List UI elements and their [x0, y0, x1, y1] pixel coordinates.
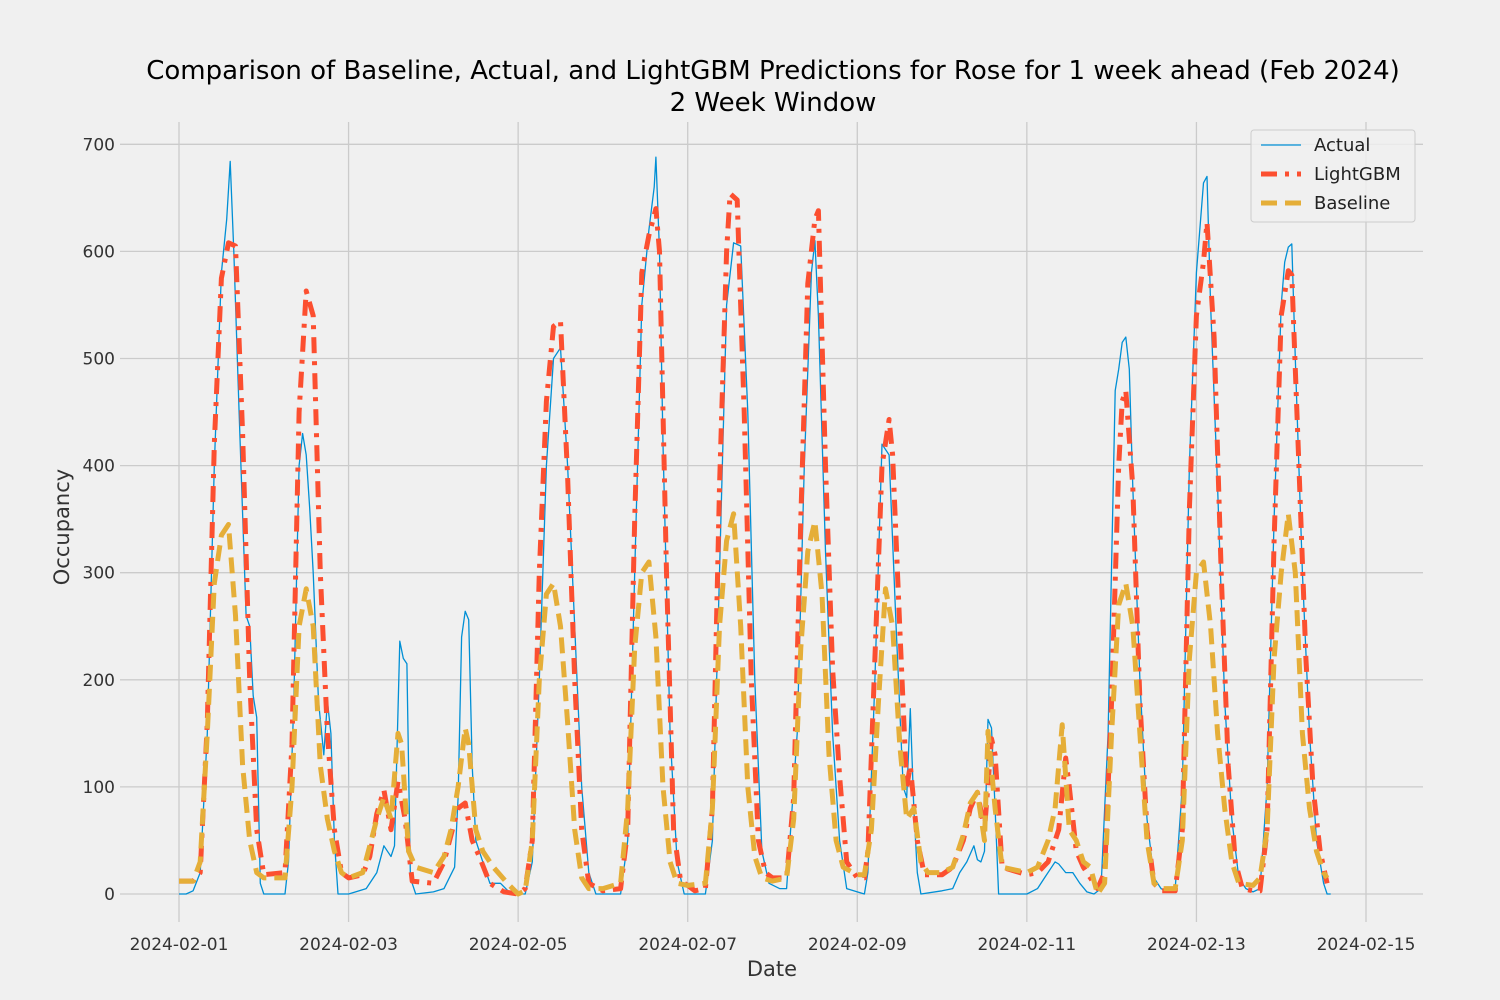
x-tick-label: 2024-02-01: [130, 935, 229, 955]
x-tick-label: 2024-02-09: [808, 935, 907, 955]
legend-label-actual: Actual: [1314, 135, 1370, 156]
legend-label-lightgbm: LightGBM: [1314, 164, 1401, 185]
chart-title-line-2: 2 Week Window: [670, 88, 877, 118]
grid: [120, 122, 1423, 922]
y-axis-ticks: 0 100 200 300 400 500 600 700: [83, 135, 115, 905]
legend: Actual LightGBM Baseline: [1250, 129, 1416, 223]
y-tick-label: 0: [104, 885, 115, 905]
series-line-baseline: [179, 511, 1330, 897]
y-tick-label: 500: [83, 350, 115, 370]
y-tick-label: 700: [83, 135, 115, 155]
x-axis-label: Date: [747, 957, 797, 981]
x-axis-ticks: 2024-02-01 2024-02-03 2024-02-05 2024-02-07…: [130, 935, 1416, 955]
chart-title-line-1: Comparison of Baseline, Actual, and Ligh…: [146, 56, 1400, 86]
y-axis-label: Occupancy: [50, 469, 74, 585]
y-tick-label: 200: [83, 671, 115, 691]
y-tick-label: 300: [83, 564, 115, 584]
legend-box: [1250, 129, 1416, 223]
x-tick-label: 2024-02-13: [1147, 935, 1246, 955]
x-tick-label: 2024-02-05: [469, 935, 568, 955]
x-tick-label: 2024-02-03: [299, 935, 398, 955]
y-tick-label: 400: [83, 457, 115, 477]
x-tick-label: 2024-02-15: [1317, 935, 1416, 955]
series-layer: [179, 156, 1331, 897]
y-tick-label: 600: [83, 242, 115, 262]
x-tick-label: 2024-02-11: [977, 935, 1076, 955]
x-tick-label: 2024-02-07: [638, 935, 737, 955]
y-tick-label: 100: [83, 778, 115, 798]
legend-label-baseline: Baseline: [1314, 193, 1390, 214]
